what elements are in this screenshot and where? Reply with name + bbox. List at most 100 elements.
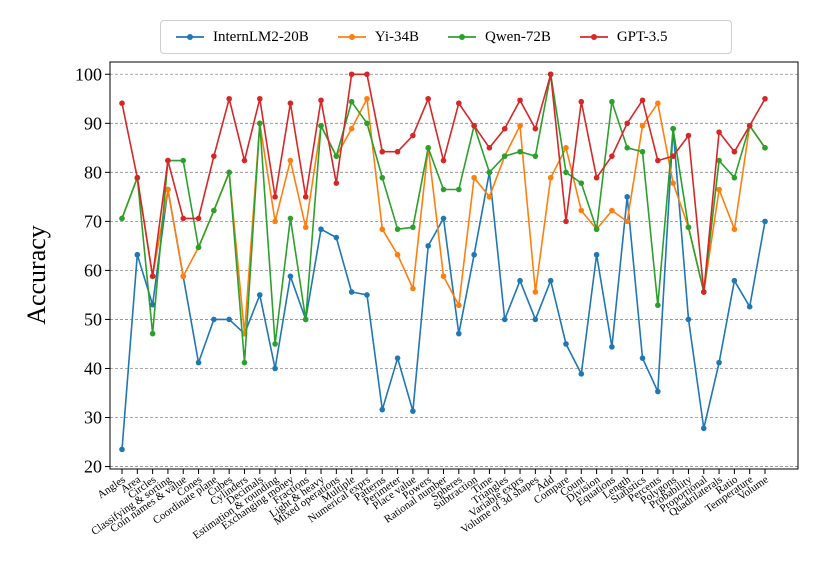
data-point-yi-34b bbox=[716, 186, 722, 193]
data-point-yi-34b bbox=[547, 174, 554, 181]
data-point-gpt-3-5 bbox=[670, 153, 676, 159]
data-point-internlm2-20b bbox=[195, 359, 202, 366]
ytick-label-100: 100 bbox=[75, 64, 102, 84]
data-point-internlm2-20b bbox=[211, 316, 217, 323]
data-point-internlm2-20b bbox=[731, 277, 738, 284]
data-point-qwen-72b bbox=[410, 224, 416, 231]
data-point-gpt-3-5 bbox=[563, 218, 569, 225]
data-point-internlm2-20b bbox=[348, 289, 355, 295]
legend: InternLM2-20B Yi-34B Qwen-72B GPT-3.5 bbox=[160, 20, 732, 54]
y-axis-label: Accuracy bbox=[22, 225, 51, 325]
data-point-gpt-3-5 bbox=[517, 97, 523, 104]
data-point-qwen-72b bbox=[440, 186, 447, 193]
data-point-yi-34b bbox=[471, 174, 477, 181]
data-point-gpt-3-5 bbox=[425, 95, 431, 102]
data-point-gpt-3-5 bbox=[211, 153, 217, 159]
data-point-qwen-72b bbox=[425, 145, 431, 151]
ytick-label-90: 90 bbox=[84, 113, 102, 133]
data-point-yi-34b bbox=[440, 273, 447, 280]
data-point-gpt-3-5 bbox=[410, 132, 416, 139]
data-point-qwen-72b bbox=[241, 359, 248, 366]
series-gpt-3-5 bbox=[119, 71, 768, 295]
data-point-internlm2-20b bbox=[517, 277, 523, 284]
y-axis-ticks: 20 30 40 50 60 70 80 90 100 bbox=[75, 64, 110, 477]
series-qwen-72b bbox=[119, 71, 768, 366]
data-point-internlm2-20b bbox=[440, 215, 447, 222]
data-point-gpt-3-5 bbox=[731, 148, 738, 155]
data-point-yi-34b bbox=[563, 145, 569, 151]
data-point-qwen-72b bbox=[624, 145, 631, 151]
data-point-qwen-72b bbox=[333, 153, 340, 159]
data-point-internlm2-20b bbox=[639, 355, 646, 361]
legend-label-gpt-3-5: GPT-3.5 bbox=[616, 28, 668, 45]
data-point-qwen-72b bbox=[501, 153, 508, 159]
data-point-gpt-3-5 bbox=[287, 100, 294, 106]
data-point-qwen-72b bbox=[211, 207, 217, 214]
data-point-qwen-72b bbox=[762, 145, 768, 151]
data-point-qwen-72b bbox=[517, 148, 523, 155]
data-point-gpt-3-5 bbox=[318, 97, 324, 104]
data-point-qwen-72b bbox=[379, 174, 386, 181]
data-point-qwen-72b bbox=[670, 125, 676, 132]
data-point-gpt-3-5 bbox=[440, 157, 447, 164]
data-point-qwen-72b bbox=[348, 98, 355, 105]
data-point-internlm2-20b bbox=[471, 251, 477, 258]
data-point-qwen-72b bbox=[256, 120, 263, 127]
data-point-yi-34b bbox=[287, 157, 294, 164]
data-point-yi-34b bbox=[410, 285, 416, 292]
data-point-yi-34b bbox=[609, 207, 615, 214]
data-point-gpt-3-5 bbox=[180, 215, 187, 222]
series-lines bbox=[119, 71, 768, 453]
ytick-label-30: 30 bbox=[84, 408, 102, 428]
data-point-qwen-72b bbox=[609, 98, 615, 105]
data-point-gpt-3-5 bbox=[501, 125, 508, 132]
data-point-internlm2-20b bbox=[256, 292, 263, 298]
data-point-yi-34b bbox=[394, 251, 401, 258]
data-point-qwen-72b bbox=[119, 215, 125, 222]
data-point-internlm2-20b bbox=[379, 406, 386, 413]
legend-item-qwen-72b: Qwen-72B bbox=[447, 29, 551, 46]
data-point-internlm2-20b bbox=[685, 316, 692, 323]
data-point-yi-34b bbox=[165, 186, 171, 193]
data-point-internlm2-20b bbox=[287, 273, 294, 280]
data-point-gpt-3-5 bbox=[547, 71, 554, 78]
data-point-qwen-72b bbox=[394, 226, 401, 233]
data-point-internlm2-20b bbox=[593, 251, 600, 258]
data-point-gpt-3-5 bbox=[149, 273, 156, 280]
data-point-qwen-72b bbox=[149, 330, 156, 337]
data-point-qwen-72b bbox=[655, 302, 661, 309]
grid-lines bbox=[110, 73, 798, 467]
data-point-gpt-3-5 bbox=[716, 129, 722, 135]
data-point-gpt-3-5 bbox=[762, 95, 768, 102]
ytick-label-80: 80 bbox=[84, 162, 102, 182]
data-point-qwen-72b bbox=[731, 174, 738, 181]
data-point-internlm2-20b bbox=[410, 408, 416, 414]
data-point-yi-34b bbox=[517, 122, 523, 129]
legend-swatch-gpt-3-5 bbox=[579, 34, 608, 40]
data-point-internlm2-20b bbox=[501, 316, 508, 323]
ytick-label-70: 70 bbox=[84, 211, 102, 231]
data-point-qwen-72b bbox=[532, 153, 539, 159]
legend-swatch-internlm2-20b bbox=[176, 34, 204, 40]
data-point-gpt-3-5 bbox=[256, 95, 263, 102]
data-point-yi-34b bbox=[624, 218, 631, 225]
data-point-gpt-3-5 bbox=[593, 174, 600, 181]
ytick-label-20: 20 bbox=[84, 457, 102, 477]
data-point-internlm2-20b bbox=[394, 355, 401, 361]
plot-frame bbox=[109, 61, 799, 470]
data-point-qwen-72b bbox=[180, 157, 187, 164]
data-point-internlm2-20b bbox=[456, 330, 462, 337]
series-internlm2-20b bbox=[119, 125, 768, 453]
data-point-internlm2-20b bbox=[716, 359, 722, 366]
data-point-internlm2-20b bbox=[746, 303, 753, 310]
data-point-internlm2-20b bbox=[149, 301, 156, 308]
data-point-qwen-72b bbox=[318, 122, 324, 129]
data-point-internlm2-20b bbox=[134, 251, 141, 258]
data-point-internlm2-20b bbox=[532, 316, 539, 323]
legend-item-gpt-3-5: GPT-3.5 bbox=[579, 29, 668, 46]
data-point-gpt-3-5 bbox=[333, 180, 340, 186]
legend-swatch-qwen-72b bbox=[448, 34, 477, 40]
ytick-label-50: 50 bbox=[84, 309, 102, 329]
ytick-label-40: 40 bbox=[84, 358, 102, 378]
data-point-qwen-72b bbox=[716, 157, 722, 164]
